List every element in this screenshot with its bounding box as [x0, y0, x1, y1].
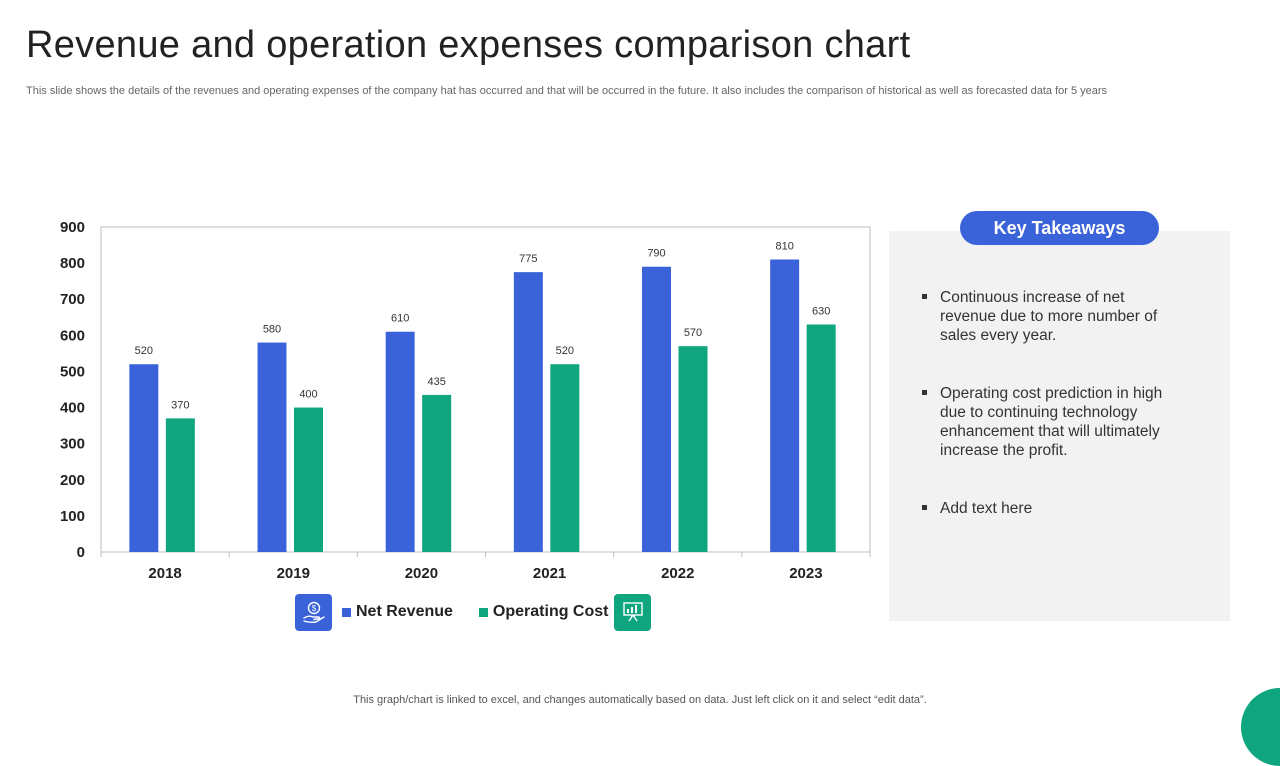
- data-label: 570: [684, 327, 702, 339]
- data-label: 580: [263, 324, 281, 336]
- data-label: 520: [556, 345, 574, 357]
- bar-operating-cost: [294, 407, 323, 552]
- legend-label-revenue: Net Revenue: [356, 603, 453, 620]
- y-tick-label: 600: [60, 327, 85, 344]
- data-label: 370: [171, 399, 189, 411]
- data-label: 630: [812, 306, 830, 318]
- bar-operating-cost: [550, 364, 580, 552]
- y-tick-label: 100: [60, 508, 85, 525]
- presentation-chart-icon: [614, 593, 652, 631]
- data-label: 400: [299, 389, 317, 401]
- y-tick-label: 700: [60, 291, 85, 308]
- legend-operating-cost: Operating Cost: [478, 603, 609, 621]
- takeaways-heading: Key Takeaways: [960, 211, 1159, 245]
- data-label: 520: [135, 345, 153, 357]
- page-title: Revenue and operation expenses compariso…: [26, 24, 911, 66]
- y-tick-label: 200: [60, 472, 85, 489]
- bar-operating-cost: [806, 324, 836, 552]
- bar-net-revenue: [642, 266, 671, 552]
- bar-net-revenue: [770, 259, 800, 552]
- takeaway-item: Add text here: [921, 499, 1181, 518]
- bar-net-revenue: [257, 342, 287, 552]
- y-tick-label: 400: [60, 400, 85, 417]
- data-label: 610: [391, 313, 409, 325]
- takeaway-item: Continuous increase of net revenue due t…: [921, 288, 1181, 345]
- bar-net-revenue: [385, 331, 415, 552]
- bar-operating-cost: [422, 394, 452, 552]
- x-tick-label: 2018: [148, 565, 181, 582]
- svg-text:$: $: [311, 604, 316, 613]
- x-tick-label: 2020: [405, 565, 438, 582]
- footer-note: This graph/chart is linked to excel, and…: [353, 694, 927, 706]
- bar-chart[interactable]: 0 100 200 300 400 500 600 700 800 900 2018 520 370 20…: [0, 0, 880, 600]
- data-label: 790: [647, 248, 665, 260]
- y-tick-label: 500: [60, 363, 85, 380]
- money-hand-icon: $: [295, 593, 332, 631]
- x-tick-label: 2019: [277, 565, 310, 582]
- legend-net-revenue: Net Revenue: [342, 603, 453, 621]
- bar-net-revenue: [129, 364, 159, 552]
- bar-operating-cost: [678, 346, 708, 552]
- legend-swatch-revenue: [342, 607, 351, 617]
- data-label: 810: [775, 241, 793, 253]
- plot-frame: [100, 226, 871, 553]
- x-tick-label: 2021: [533, 565, 566, 582]
- data-label: 775: [519, 253, 537, 265]
- bar-operating-cost: [165, 418, 195, 552]
- takeaways-panel: [889, 231, 1230, 621]
- y-tick-label: 0: [77, 544, 85, 561]
- x-tick-label: 2022: [661, 565, 694, 582]
- bar-net-revenue: [513, 272, 543, 552]
- chart-legend: $ Net Revenue Operating Cost: [295, 593, 652, 631]
- data-label: 435: [427, 376, 445, 388]
- y-tick-label: 900: [60, 219, 85, 236]
- y-tick-label: 800: [60, 255, 85, 272]
- x-tick-label: 2023: [789, 565, 822, 582]
- takeaways-list: Continuous increase of net revenue due t…: [921, 288, 1181, 518]
- page-subtitle: This slide shows the details of the reve…: [26, 85, 1108, 97]
- y-tick-label: 300: [60, 436, 85, 453]
- takeaway-item: Operating cost prediction in high due to…: [921, 384, 1181, 460]
- legend-label-cost: Operating Cost: [492, 603, 609, 620]
- legend-swatch-cost: [478, 607, 488, 617]
